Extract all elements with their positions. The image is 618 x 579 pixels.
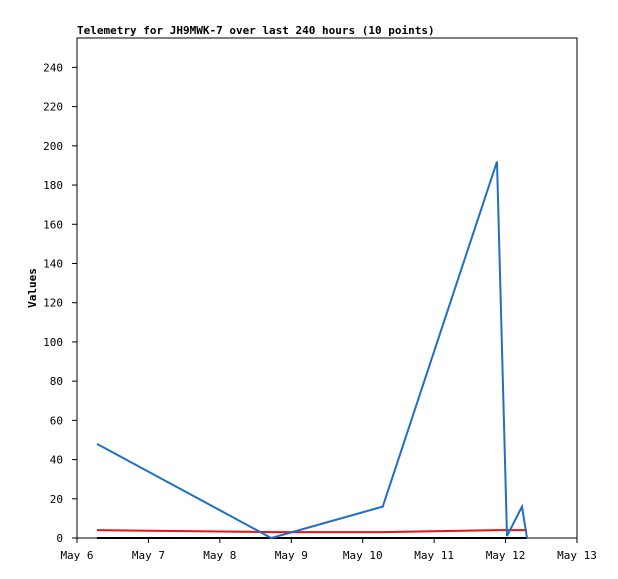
y-tick-label: 120 (43, 297, 63, 310)
x-tick-label: May 10 (343, 549, 383, 562)
x-tick-label: May 12 (486, 549, 526, 562)
x-tick-label: May 11 (414, 549, 454, 562)
y-tick-label: 80 (50, 375, 63, 388)
y-axis-label: Values (26, 268, 39, 308)
y-tick-label: 60 (50, 414, 63, 427)
y-tick-label: 20 (50, 493, 63, 506)
y-tick-label: 100 (43, 336, 63, 349)
y-tick-label: 180 (43, 179, 63, 192)
plot-frame (76, 37, 578, 539)
y-tick-label: 160 (43, 218, 63, 231)
x-tick-label: May 7 (132, 549, 165, 562)
y-tick-label: 0 (56, 532, 63, 545)
y-tick-label: 40 (50, 454, 63, 467)
y-tick-label: 240 (43, 61, 63, 74)
chart-title: Telemetry for JH9MWK-7 over last 240 hou… (77, 24, 435, 37)
series-line (96, 529, 527, 534)
x-tick-label: May 13 (557, 549, 597, 562)
y-tick-label: 200 (43, 140, 63, 153)
x-tick-label: May 6 (60, 549, 93, 562)
y-tick-label: 140 (43, 257, 63, 270)
x-tick-label: May 9 (275, 549, 308, 562)
y-tick-label: 220 (43, 101, 63, 114)
x-tick-label: May 8 (203, 549, 236, 562)
series-line (96, 161, 528, 540)
